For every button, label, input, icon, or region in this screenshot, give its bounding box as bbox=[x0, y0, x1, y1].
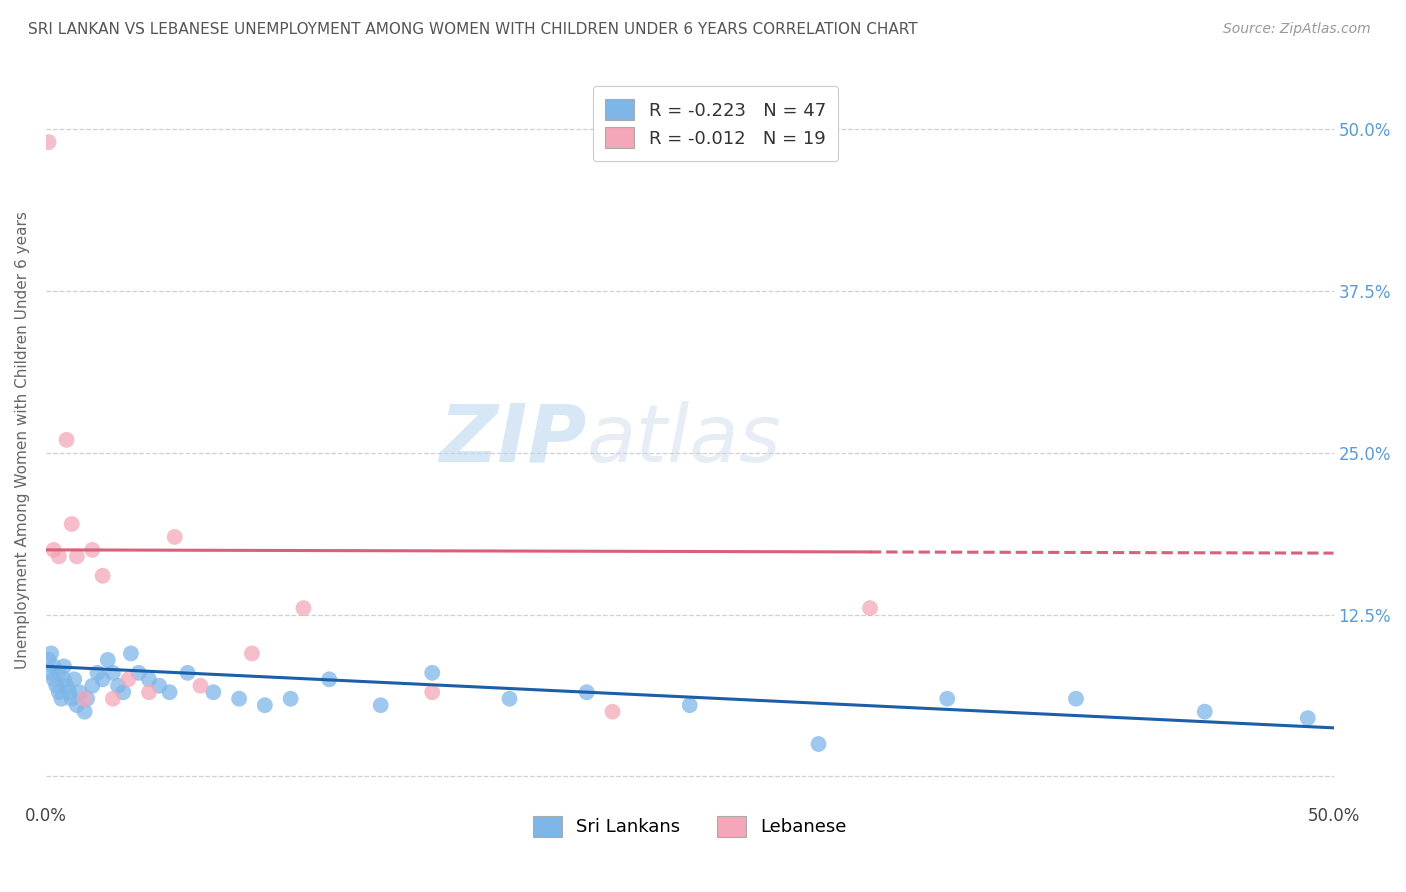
Point bbox=[91, 568, 114, 582]
Point bbox=[138, 685, 160, 699]
Point bbox=[228, 691, 250, 706]
Point bbox=[55, 679, 77, 693]
Point bbox=[318, 673, 340, 687]
Point bbox=[53, 659, 76, 673]
Point bbox=[112, 685, 135, 699]
Point bbox=[120, 647, 142, 661]
Point bbox=[107, 679, 129, 693]
Point bbox=[159, 685, 181, 699]
Point bbox=[45, 679, 67, 693]
Point bbox=[1296, 711, 1319, 725]
Point bbox=[498, 691, 520, 706]
Point bbox=[51, 691, 73, 706]
Point bbox=[91, 673, 114, 687]
Point bbox=[86, 665, 108, 680]
Point bbox=[117, 673, 139, 687]
Point bbox=[97, 653, 120, 667]
Point bbox=[176, 665, 198, 680]
Point bbox=[42, 673, 65, 687]
Point bbox=[38, 135, 60, 149]
Point bbox=[679, 698, 702, 713]
Point bbox=[1194, 705, 1216, 719]
Point bbox=[69, 685, 91, 699]
Text: Source: ZipAtlas.com: Source: ZipAtlas.com bbox=[1223, 22, 1371, 37]
Point bbox=[53, 673, 76, 687]
Point bbox=[42, 542, 65, 557]
Point bbox=[73, 691, 96, 706]
Legend: Sri Lankans, Lebanese: Sri Lankans, Lebanese bbox=[526, 809, 853, 844]
Point bbox=[807, 737, 830, 751]
Point bbox=[58, 685, 80, 699]
Point bbox=[292, 601, 315, 615]
Point bbox=[163, 530, 186, 544]
Point bbox=[73, 705, 96, 719]
Point bbox=[82, 542, 104, 557]
Text: SRI LANKAN VS LEBANESE UNEMPLOYMENT AMONG WOMEN WITH CHILDREN UNDER 6 YEARS CORR: SRI LANKAN VS LEBANESE UNEMPLOYMENT AMON… bbox=[28, 22, 918, 37]
Point bbox=[602, 705, 624, 719]
Point bbox=[1064, 691, 1087, 706]
Point bbox=[39, 647, 62, 661]
Point bbox=[101, 665, 124, 680]
Point bbox=[128, 665, 150, 680]
Point bbox=[253, 698, 276, 713]
Point bbox=[48, 549, 70, 564]
Point bbox=[370, 698, 392, 713]
Point bbox=[48, 685, 70, 699]
Point bbox=[190, 679, 212, 693]
Point bbox=[66, 549, 89, 564]
Point bbox=[936, 691, 959, 706]
Point bbox=[76, 691, 98, 706]
Point bbox=[66, 698, 89, 713]
Point bbox=[60, 691, 83, 706]
Point bbox=[420, 685, 443, 699]
Point bbox=[148, 679, 170, 693]
Point bbox=[63, 673, 86, 687]
Point bbox=[240, 647, 263, 661]
Point bbox=[138, 673, 160, 687]
Point bbox=[60, 516, 83, 531]
Point bbox=[101, 691, 124, 706]
Point bbox=[575, 685, 598, 699]
Text: atlas: atlas bbox=[586, 401, 782, 479]
Point bbox=[202, 685, 225, 699]
Point bbox=[55, 433, 77, 447]
Point bbox=[42, 659, 65, 673]
Point bbox=[859, 601, 882, 615]
Y-axis label: Unemployment Among Women with Children Under 6 years: Unemployment Among Women with Children U… bbox=[15, 211, 30, 669]
Point bbox=[280, 691, 302, 706]
Point bbox=[48, 665, 70, 680]
Point bbox=[82, 679, 104, 693]
Point bbox=[38, 653, 60, 667]
Point bbox=[420, 665, 443, 680]
Text: ZIP: ZIP bbox=[439, 401, 586, 479]
Point bbox=[39, 665, 62, 680]
